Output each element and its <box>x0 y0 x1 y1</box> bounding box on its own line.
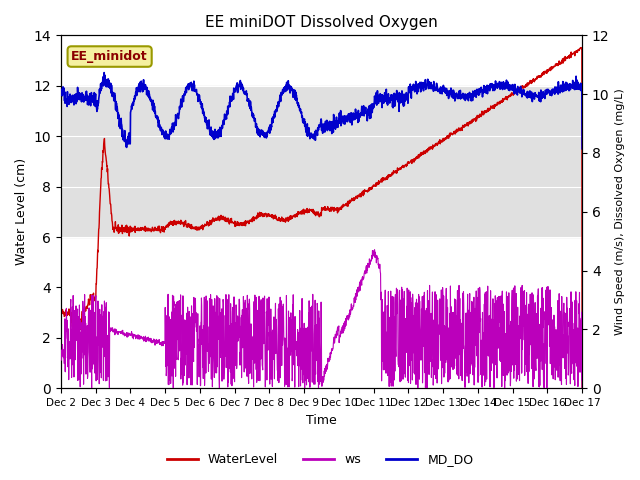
Text: EE_minidot: EE_minidot <box>71 50 148 63</box>
Legend: WaterLevel, ws, MD_DO: WaterLevel, ws, MD_DO <box>161 448 479 471</box>
Y-axis label: Water Level (cm): Water Level (cm) <box>15 158 28 265</box>
Bar <box>61 86 582 237</box>
X-axis label: Time: Time <box>306 414 337 427</box>
Y-axis label: Wind Speed (m/s), Dissolved Oxygen (mg/L): Wind Speed (m/s), Dissolved Oxygen (mg/L… <box>615 88 625 335</box>
Title: EE miniDOT Dissolved Oxygen: EE miniDOT Dissolved Oxygen <box>205 15 438 30</box>
